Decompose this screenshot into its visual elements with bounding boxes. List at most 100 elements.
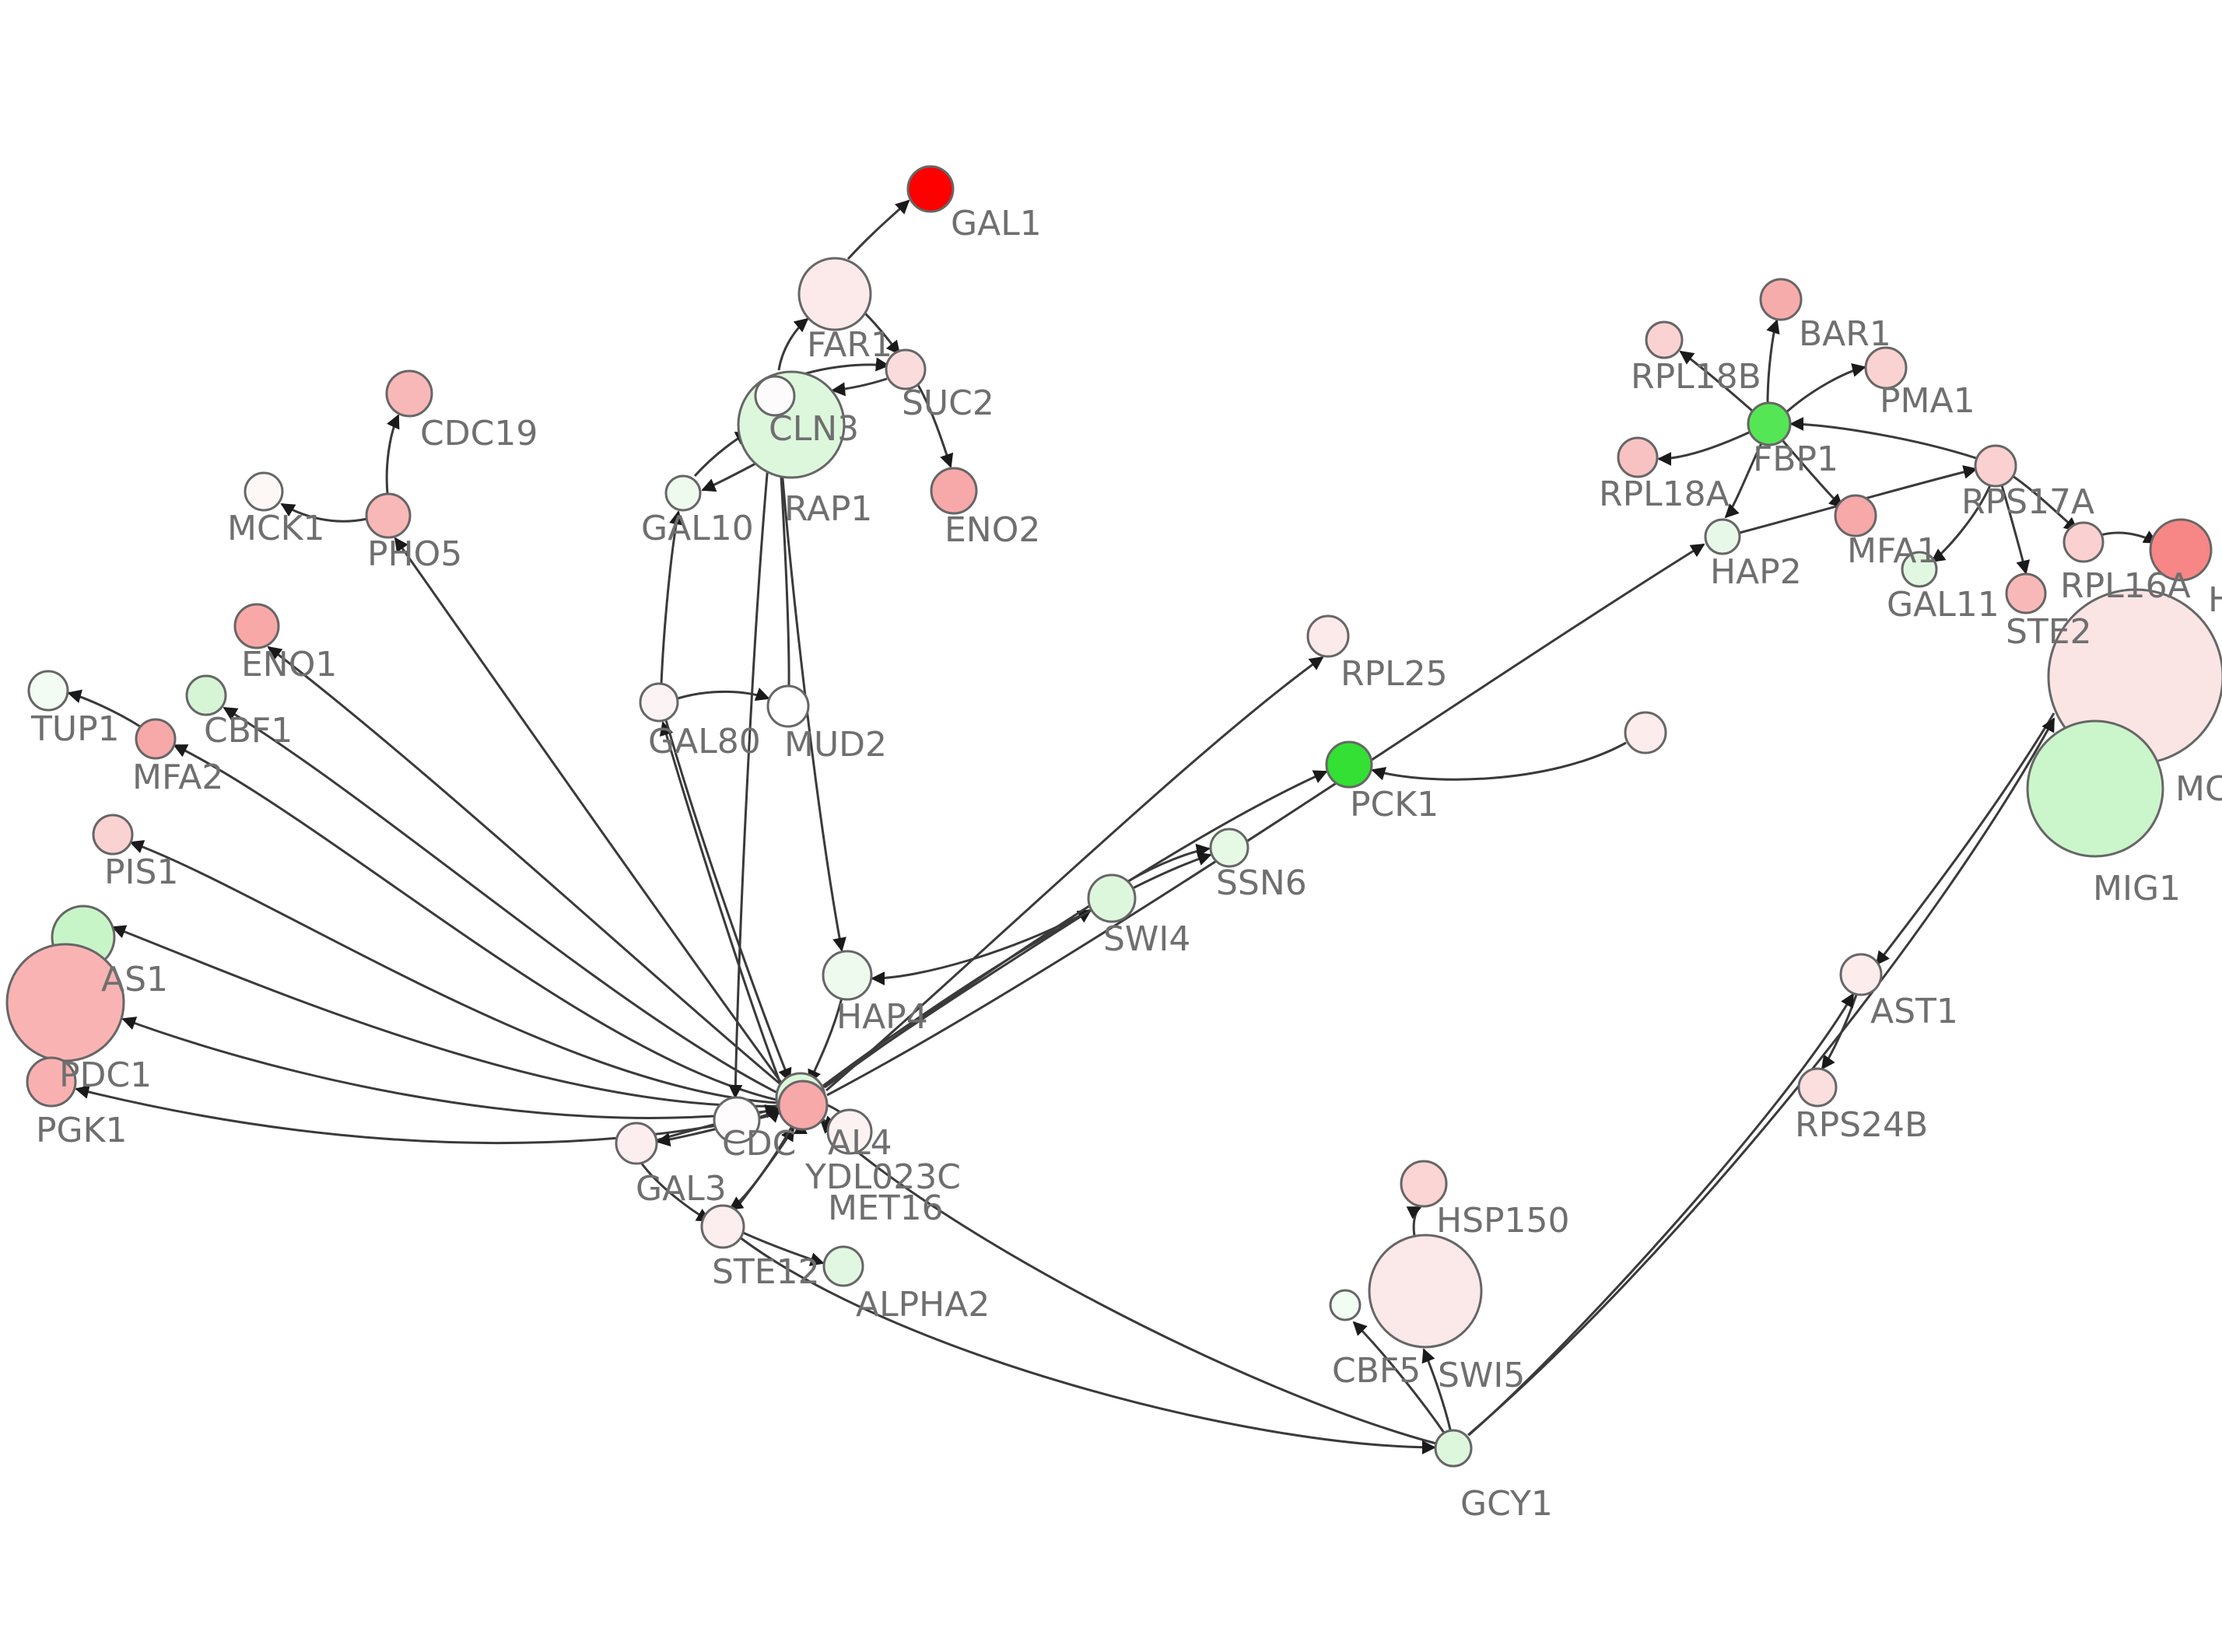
- graph-edge[interactable]: [267, 646, 785, 1089]
- graph-edge[interactable]: [1930, 485, 1992, 563]
- graph-edge[interactable]: [916, 384, 954, 468]
- graph-node[interactable]: [1864, 346, 1908, 390]
- graph-edge[interactable]: [728, 1125, 794, 1211]
- graph-edge[interactable]: [2100, 530, 2158, 544]
- graph-edge[interactable]: [741, 1230, 825, 1266]
- graph-edge[interactable]: [2000, 485, 2031, 575]
- graph-edge[interactable]: [826, 543, 1705, 1097]
- graph-edge[interactable]: [1467, 717, 2056, 1437]
- graph-node[interactable]: [713, 1096, 761, 1144]
- graph-edge[interactable]: [728, 415, 774, 1099]
- graph-edge[interactable]: [280, 502, 368, 523]
- graph-edge[interactable]: [1821, 994, 1858, 1070]
- graph-node-label: RPS24B: [1795, 1105, 1928, 1145]
- graph-edge[interactable]: [1371, 741, 1627, 781]
- graph-edge[interactable]: [739, 1236, 1436, 1454]
- graph-edge[interactable]: [777, 317, 809, 371]
- graph-edge[interactable]: [846, 199, 910, 261]
- graph-node[interactable]: [766, 684, 810, 728]
- graph-edge[interactable]: [111, 925, 779, 1108]
- graph-node[interactable]: [26, 1056, 77, 1108]
- graph-node[interactable]: [822, 1245, 864, 1287]
- graph-node[interactable]: [1325, 740, 1373, 789]
- graph-node-label: GAL80: [648, 722, 761, 761]
- graph-node[interactable]: [1306, 614, 1350, 658]
- graph-node[interactable]: [385, 369, 433, 418]
- graph-edge[interactable]: [1766, 319, 1780, 404]
- graph-edge[interactable]: [121, 1017, 779, 1119]
- graph-node[interactable]: [1209, 828, 1249, 868]
- graph-node[interactable]: [1839, 953, 1883, 996]
- graph-edge[interactable]: [1679, 350, 1753, 412]
- graph-edge[interactable]: [656, 1111, 780, 1147]
- graph-edge[interactable]: [660, 510, 683, 684]
- graph-node[interactable]: [1974, 444, 2017, 488]
- graph-node[interactable]: [1329, 1289, 1362, 1321]
- graph-node[interactable]: [826, 1108, 873, 1155]
- graph-edge[interactable]: [664, 719, 792, 1083]
- graph-edge[interactable]: [173, 744, 780, 1102]
- graph-edge[interactable]: [223, 706, 783, 1097]
- graph-edge[interactable]: [1786, 363, 1866, 414]
- graph-node[interactable]: [615, 1122, 658, 1165]
- graph-node[interactable]: [1434, 1429, 1473, 1468]
- graph-edge[interactable]: [1657, 431, 1750, 466]
- graph-edge[interactable]: [776, 415, 846, 952]
- graph-node[interactable]: [797, 257, 872, 331]
- graph-node-label: CBF5: [1332, 1351, 1421, 1391]
- graph-node[interactable]: [233, 603, 280, 649]
- graph-node[interactable]: [365, 492, 412, 539]
- graph-edge[interactable]: [819, 1118, 1437, 1445]
- graph-node[interactable]: [822, 950, 873, 1001]
- graph-node[interactable]: [244, 471, 284, 512]
- graph-edge[interactable]: [1352, 1321, 1446, 1433]
- graph-edge[interactable]: [824, 770, 1328, 1089]
- graph-node[interactable]: [1400, 1160, 1448, 1208]
- graph-node[interactable]: [664, 474, 702, 512]
- graph-node[interactable]: [2063, 521, 2105, 563]
- graph-edge[interactable]: [67, 689, 141, 728]
- graph-node[interactable]: [2005, 572, 2047, 614]
- graph-node[interactable]: [92, 814, 134, 856]
- graph-node[interactable]: [1834, 494, 1877, 537]
- graph-edge[interactable]: [701, 460, 759, 492]
- graph-node[interactable]: [777, 1080, 829, 1131]
- graph-edge[interactable]: [871, 908, 1093, 985]
- graph-node[interactable]: [639, 682, 679, 723]
- graph-edge[interactable]: [129, 840, 779, 1104]
- graph-node[interactable]: [885, 348, 927, 390]
- graph-edge[interactable]: [1875, 712, 2056, 966]
- graph-node[interactable]: [185, 674, 227, 716]
- graph-edge[interactable]: [831, 377, 888, 397]
- graph-edge[interactable]: [825, 656, 1324, 1092]
- graph-node[interactable]: [754, 375, 796, 417]
- graph-node[interactable]: [1747, 401, 1792, 446]
- graph-edge[interactable]: [822, 852, 1212, 1087]
- graph-node[interactable]: [1645, 320, 1684, 359]
- graph-edge[interactable]: [677, 688, 770, 702]
- graph-node[interactable]: [1797, 1067, 1838, 1108]
- graph-edge[interactable]: [385, 414, 400, 495]
- graph-node[interactable]: [27, 670, 69, 712]
- graph-node[interactable]: [1704, 518, 1741, 555]
- graph-edge[interactable]: [1127, 843, 1211, 883]
- graph-node[interactable]: [1624, 711, 1667, 754]
- graph-node[interactable]: [930, 467, 978, 515]
- graph-node[interactable]: [1617, 436, 1659, 478]
- graph-node[interactable]: [135, 718, 177, 760]
- graph-edge[interactable]: [1421, 1348, 1452, 1430]
- graph-edge[interactable]: [659, 721, 783, 1088]
- graph-node[interactable]: [2149, 518, 2213, 582]
- graph-node[interactable]: [700, 1204, 745, 1249]
- graph-node[interactable]: [906, 165, 955, 213]
- graph-node-label: AST1: [1870, 992, 1958, 1031]
- graph-node[interactable]: [1087, 873, 1137, 923]
- graph-node[interactable]: [1759, 278, 1803, 321]
- graph-node[interactable]: [1368, 1234, 1483, 1349]
- graph-edge[interactable]: [1789, 417, 1977, 460]
- graph-edge[interactable]: [1406, 1206, 1422, 1237]
- graph-edge[interactable]: [1724, 443, 1763, 519]
- graph-node[interactable]: [2026, 719, 2164, 858]
- graph-edge[interactable]: [394, 537, 787, 1090]
- graph-node[interactable]: [1901, 551, 1938, 588]
